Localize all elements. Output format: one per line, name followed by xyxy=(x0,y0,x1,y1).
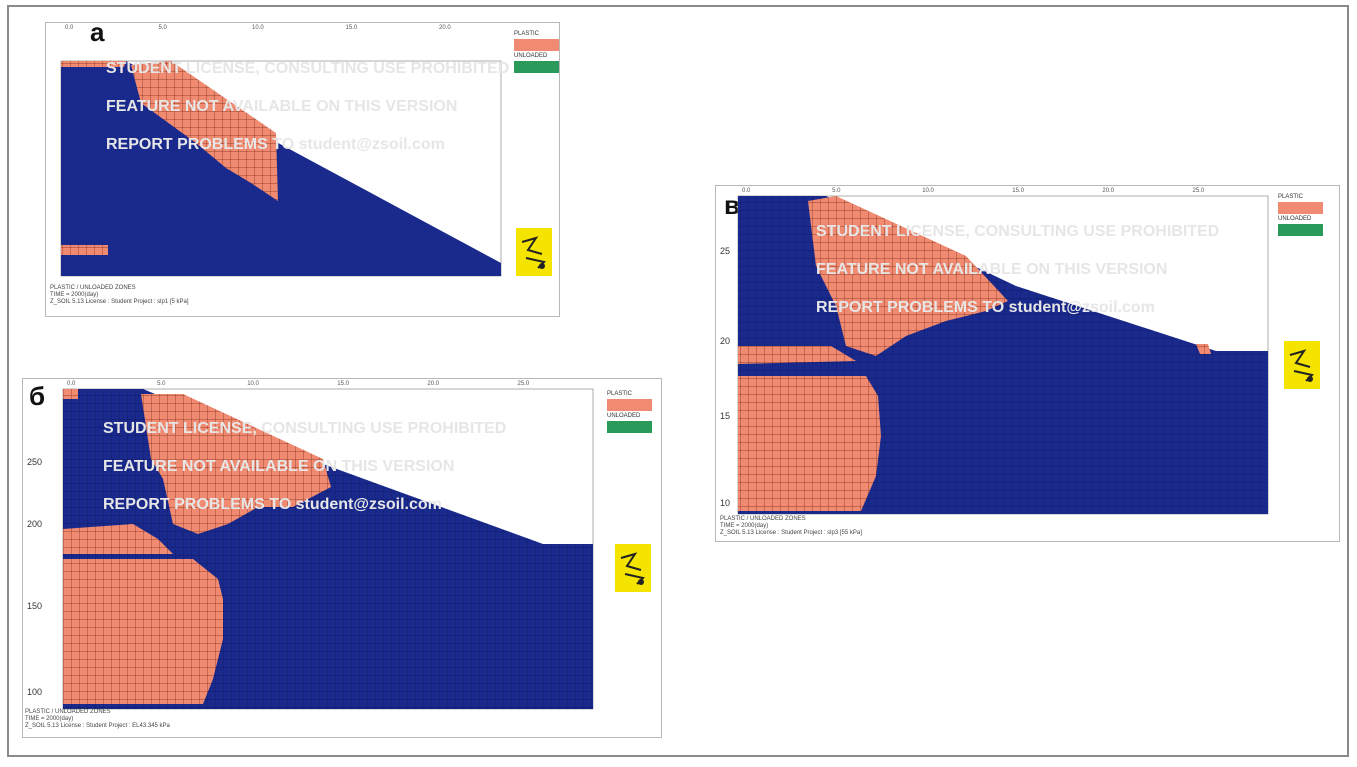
legend-label: PLASTIC xyxy=(514,31,540,37)
plastic-zone xyxy=(738,346,856,364)
legend-swatch xyxy=(1278,224,1323,236)
plastic-zone xyxy=(141,394,331,534)
x-tick-label: 25.0 xyxy=(517,381,530,387)
figure-frame xyxy=(7,5,1349,757)
legend: PLASTIC UNLOADED xyxy=(607,391,652,435)
panel-b: б STUDENT LICENSE, CONSULTING USE PROHIB… xyxy=(22,378,662,738)
x-tick-label: 25.0 xyxy=(1192,188,1205,194)
zsoil-logo xyxy=(615,544,651,592)
footer-line: PLASTIC / UNLOADED ZONES xyxy=(720,516,806,522)
plastic-zone xyxy=(1196,344,1211,354)
mesh-svg: STUDENT LICENSE, CONSULTING USE PROHIBIT… xyxy=(737,195,1269,515)
y-tick-label: 10 xyxy=(720,498,731,508)
x-tick-label: 0.0 xyxy=(742,188,751,194)
panel-c-label: в xyxy=(724,190,740,220)
watermark-line: REPORT PROBLEMS TO student@zsoil.com xyxy=(106,136,445,153)
x-tick-label: 0.0 xyxy=(65,25,74,31)
plastic-zone xyxy=(738,376,881,511)
footer-line: Z_SOIL 5.13 License : Student Project : … xyxy=(720,530,862,536)
watermark-line: STUDENT LICENSE, CONSULTING USE PROHIBIT… xyxy=(103,420,506,437)
footer-line: TIME = 2000(day) xyxy=(50,292,99,298)
x-tick-label: 20.0 xyxy=(427,381,440,387)
watermark-line: STUDENT LICENSE, CONSULTING USE PROHIBIT… xyxy=(816,223,1219,240)
footer-line: Z_SOIL 5.13 License : Student Project : … xyxy=(25,723,170,729)
zsoil-logo xyxy=(1284,341,1320,389)
watermark-line: REPORT PROBLEMS TO student@zsoil.com xyxy=(103,496,442,513)
legend-label: PLASTIC xyxy=(1278,194,1304,200)
x-tick-label: 5.0 xyxy=(158,25,167,31)
watermark-line: FEATURE NOT AVAILABLE ON THIS VERSION xyxy=(106,98,457,115)
legend: PLASTIC UNLOADED xyxy=(1278,194,1323,238)
x-tick-label: 20.0 xyxy=(1102,188,1115,194)
plastic-zone xyxy=(808,196,1008,356)
panel-c: в STUDENT LICENSE, CONSULTING USE PROHIB… xyxy=(715,185,1340,542)
x-tick-label: 5.0 xyxy=(832,188,841,194)
footer-info: PLASTIC / UNLOADED ZONES TIME = 2000(day)… xyxy=(50,285,189,306)
mesh-svg: STUDENT LICENSE, CONSULTING USE PROHIBIT… xyxy=(62,388,594,710)
x-tick-label: 15.0 xyxy=(345,25,358,31)
watermark-line: REPORT PROBLEMS TO student@zsoil.com xyxy=(816,299,1155,316)
plastic-zone xyxy=(61,61,126,67)
watermark-line: FEATURE NOT AVAILABLE ON THIS VERSION xyxy=(103,458,454,475)
legend-swatch xyxy=(514,61,559,73)
legend: PLASTIC UNLOADED xyxy=(514,31,559,75)
plastic-zone xyxy=(63,389,78,399)
x-tick-label: 10.0 xyxy=(252,25,264,31)
footer-line: TIME = 2000(day) xyxy=(720,523,769,529)
legend-label: UNLOADED xyxy=(514,53,548,59)
legend-swatch xyxy=(514,39,559,51)
x-tick-label: 15.0 xyxy=(1012,188,1024,194)
plastic-zone xyxy=(131,61,278,201)
footer-line: PLASTIC / UNLOADED ZONES xyxy=(25,709,111,715)
x-tick-label: 20.0 xyxy=(439,25,451,31)
x-tick-label: 5.0 xyxy=(157,381,166,387)
mesh-svg: STUDENT LICENSE, CONSULTING USE PROHIBIT… xyxy=(60,60,509,277)
footer-info: PLASTIC / UNLOADED ZONES TIME = 2000(day)… xyxy=(25,709,170,730)
x-tick-label: 10.0 xyxy=(247,381,259,387)
legend-label: PLASTIC xyxy=(607,391,633,397)
x-tick-label: 15.0 xyxy=(337,381,349,387)
legend-label: UNLOADED xyxy=(607,413,641,419)
panel-b-label: б xyxy=(29,381,46,411)
footer-line: TIME = 2000(day) xyxy=(25,716,74,722)
y-tick-label: 20 xyxy=(720,336,731,346)
x-tick-label: 10.0 xyxy=(922,188,934,194)
footer-line: Z_SOIL 5.13 License : Student Project : … xyxy=(50,299,189,305)
legend-swatch xyxy=(1278,202,1323,214)
watermark-line: STUDENT LICENSE, CONSULTING USE PROHIBIT… xyxy=(106,60,509,77)
x-tick-label: 0.0 xyxy=(67,381,76,387)
legend-swatch xyxy=(607,399,652,411)
y-tick-label: 250 xyxy=(27,457,43,467)
panel-a: а STUDENT LICENSE, CONSULTING USE PROHIB… xyxy=(45,22,560,317)
footer-info: PLASTIC / UNLOADED ZONES TIME = 2000(day)… xyxy=(720,516,862,537)
panel-a-label: а xyxy=(90,22,105,47)
y-tick-label: 100 xyxy=(27,687,43,697)
footer-line: PLASTIC / UNLOADED ZONES xyxy=(50,285,136,291)
watermark-line: FEATURE NOT AVAILABLE ON THIS VERSION xyxy=(816,261,1167,278)
y-tick-label: 150 xyxy=(27,601,43,611)
plastic-zone xyxy=(63,524,173,554)
legend-label: UNLOADED xyxy=(1278,216,1312,222)
y-tick-label: 25 xyxy=(720,246,731,256)
legend-swatch xyxy=(607,421,652,433)
plastic-zone xyxy=(63,559,223,704)
zsoil-logo xyxy=(516,228,552,276)
y-tick-label: 15 xyxy=(720,411,731,421)
y-tick-label: 200 xyxy=(27,519,43,529)
plastic-zone xyxy=(61,245,108,255)
